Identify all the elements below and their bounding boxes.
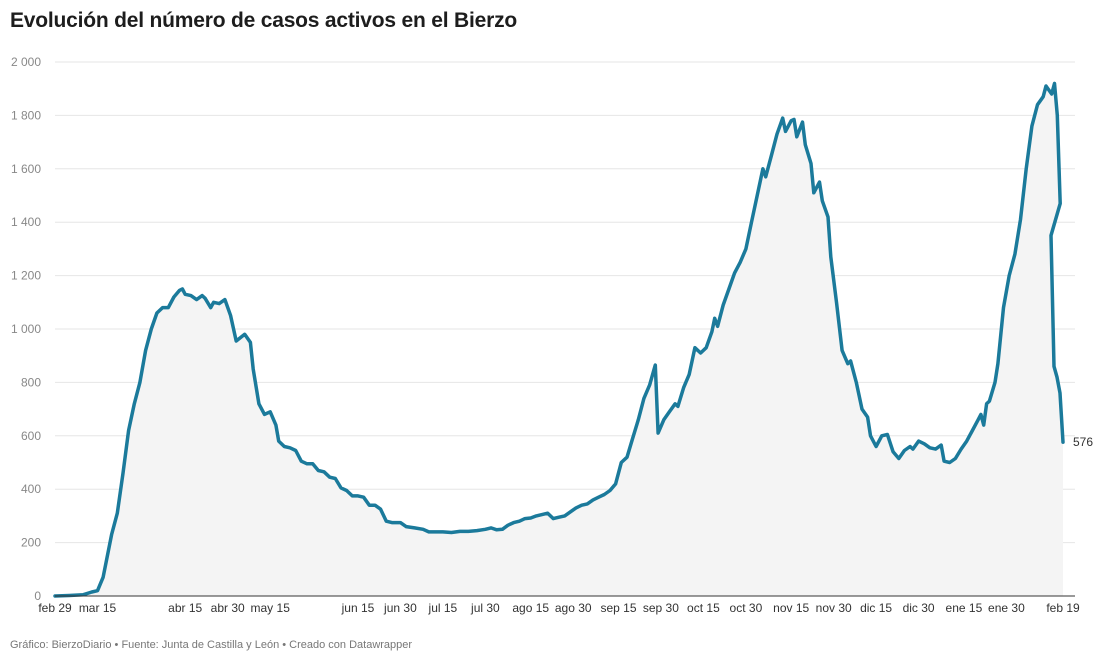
y-tick-label: 400 bbox=[21, 482, 41, 496]
y-tick-label: 600 bbox=[21, 429, 41, 443]
x-tick-label: ago 15 bbox=[512, 601, 549, 615]
x-tick-label: dic 15 bbox=[860, 601, 892, 615]
x-tick-label: nov 30 bbox=[816, 601, 852, 615]
x-tick-label: feb 29 bbox=[38, 601, 72, 615]
x-tick-label: dic 30 bbox=[903, 601, 935, 615]
end-value-label: 576 bbox=[1073, 435, 1093, 449]
x-tick-label: jul 15 bbox=[428, 601, 458, 615]
x-tick-label: jun 30 bbox=[383, 601, 417, 615]
chart-title: Evolución del número de casos activos en… bbox=[10, 9, 517, 32]
x-tick-label: may 15 bbox=[251, 601, 291, 615]
x-tick-label: abr 15 bbox=[168, 601, 202, 615]
x-axis-labels: feb 29 mar 15 abr 15 abr 30 may 15 jun 15 jun … bbox=[38, 601, 1080, 615]
x-tick-label: ene 15 bbox=[946, 601, 983, 615]
y-tick-label: 0 bbox=[34, 589, 41, 603]
y-tick-label: 200 bbox=[21, 536, 41, 550]
x-tick-label: nov 15 bbox=[773, 601, 809, 615]
y-tick-label: 1 400 bbox=[11, 215, 41, 229]
series-line bbox=[53, 81, 1065, 598]
x-tick-label: feb 19 bbox=[1046, 601, 1080, 615]
x-tick-label: ene 30 bbox=[988, 601, 1025, 615]
x-tick-label: ago 30 bbox=[555, 601, 592, 615]
chart-footer: Gráfico: BierzoDiario • Fuente: Junta de… bbox=[10, 639, 413, 651]
y-tick-label: 1 800 bbox=[11, 108, 41, 122]
x-tick-label: jun 15 bbox=[341, 601, 375, 615]
y-axis-labels: 0 200 400 600 800 1 000 1 200 1 400 1 600 1 800 2 … bbox=[11, 55, 41, 603]
y-tick-label: 800 bbox=[21, 375, 41, 389]
y-tick-label: 1 600 bbox=[11, 162, 41, 176]
x-tick-label: sep 30 bbox=[643, 601, 679, 615]
x-tick-label: oct 15 bbox=[687, 601, 720, 615]
x-tick-label: sep 15 bbox=[600, 601, 636, 615]
y-tick-label: 2 000 bbox=[11, 55, 41, 69]
x-tick-label: abr 30 bbox=[211, 601, 245, 615]
area-fill bbox=[55, 83, 1063, 596]
y-tick-label: 1 200 bbox=[11, 269, 41, 283]
x-tick-label: jul 30 bbox=[470, 601, 500, 615]
x-tick-label: mar 15 bbox=[79, 601, 117, 615]
y-tick-label: 1 000 bbox=[11, 322, 41, 336]
x-tick-label: oct 30 bbox=[730, 601, 763, 615]
